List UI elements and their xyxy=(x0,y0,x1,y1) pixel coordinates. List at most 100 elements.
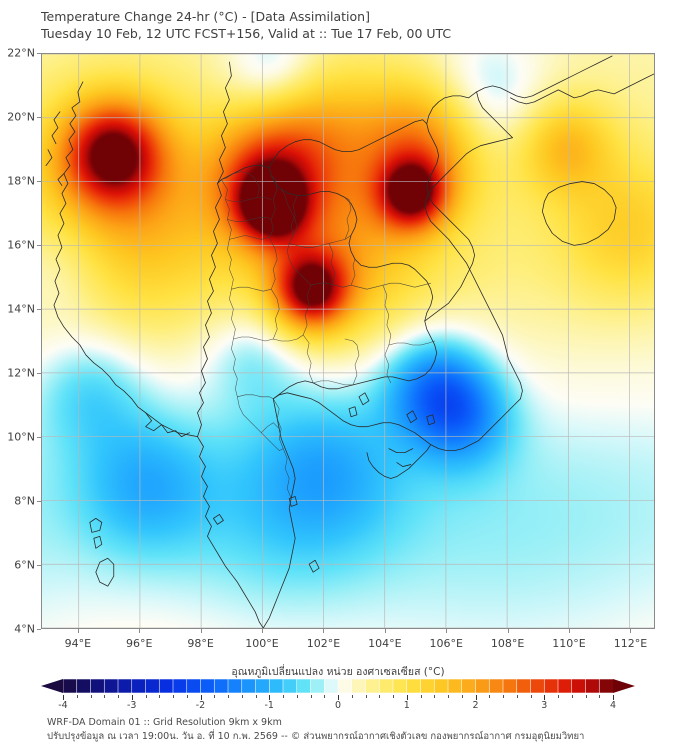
colorbar-minor-tick xyxy=(90,695,92,698)
colorbar-tick-label: 1 xyxy=(403,700,410,711)
colorbar-minor-tick xyxy=(379,695,381,698)
colorbar-major-tick xyxy=(475,695,477,700)
colorbar-major-tick xyxy=(613,695,614,700)
colorbar-major-tick xyxy=(63,695,64,700)
colorbar-tick-label: -1 xyxy=(264,700,274,711)
footer-domain-line: WRF-DA Domain 01 :: Grid Resolution 9km … xyxy=(47,717,282,728)
colorbar-minor-tick xyxy=(558,695,559,698)
y-axis-tick xyxy=(37,181,41,182)
graticule-gridlines xyxy=(42,54,654,628)
colorbar-minor-tick xyxy=(599,695,601,698)
colorbar-minor-tick xyxy=(516,695,518,698)
x-axis-tick xyxy=(262,629,264,633)
y-axis-tick-label: 10°N xyxy=(7,430,35,444)
colorbar-minor-tick xyxy=(228,695,229,698)
colorbar-minor-tick xyxy=(489,695,491,698)
y-axis-tick xyxy=(37,373,41,374)
colorbar-minor-tick xyxy=(585,695,587,698)
footer-block: WRF-DA Domain 01 :: Grid Resolution 9km … xyxy=(47,716,667,744)
footer-credit-line: ปรับปรุงข้อมูล ณ เวลา 19:00น. วัน อ. ที่… xyxy=(47,731,585,742)
colorbar-minor-tick xyxy=(310,695,312,698)
colorbar-minor-tick xyxy=(571,695,573,698)
colorbar xyxy=(41,677,635,695)
title-block: Temperature Change 24-hr (°C) - [Data As… xyxy=(41,8,641,42)
colorbar-minor-tick xyxy=(214,695,216,698)
y-axis-tick xyxy=(37,565,41,566)
y-axis: 4°N 6°N 8°N 10°N 12°N 14°N 16°N 18°N 20°N 22°N xyxy=(0,0,41,756)
y-axis-tick-label: 6°N xyxy=(14,558,35,572)
y-axis-tick-label: 20°N xyxy=(7,110,35,124)
x-axis-tick-label: 112°E xyxy=(613,637,648,650)
colorbar-minor-tick xyxy=(530,695,532,698)
y-axis-tick xyxy=(37,309,41,310)
x-axis-tick-label: 106°E xyxy=(429,637,463,650)
y-axis-tick xyxy=(37,53,41,54)
x-axis-tick xyxy=(77,629,79,633)
colorbar-minor-tick xyxy=(351,695,353,698)
colorbar-minor-tick xyxy=(324,695,326,698)
colorbar-block: อุณหภูมิเปลี่ยนแปลง หน่วย องศาเซลเซียส (… xyxy=(41,663,635,711)
temperature-field xyxy=(42,54,654,628)
x-axis-tick xyxy=(507,629,509,633)
colorbar-minor-tick xyxy=(283,695,284,698)
chart-title: Temperature Change 24-hr (°C) - [Data As… xyxy=(41,9,370,24)
y-axis-tick-label: 16°N xyxy=(7,238,35,252)
colorbar-title: อุณหภูมิเปลี่ยนแปลง หน่วย องศาเซลเซียส (… xyxy=(231,666,445,678)
colorbar-minor-tick xyxy=(76,695,78,698)
y-axis-tick xyxy=(37,629,41,630)
x-axis-tick-label: 102°E xyxy=(306,637,341,650)
colorbar-tick-label: -3 xyxy=(127,700,137,711)
x-axis-tick-label: 94°E xyxy=(64,637,92,650)
y-axis-tick-label: 22°N xyxy=(7,46,35,60)
y-axis-tick xyxy=(37,501,41,502)
x-axis-tick-label: 96°E xyxy=(126,637,153,650)
colorbar-major-tick xyxy=(131,695,133,700)
colorbar-tick-label: 3 xyxy=(541,700,548,711)
colorbar-minor-tick xyxy=(241,695,243,698)
colorbar-tick-label: 0 xyxy=(334,700,342,711)
colorbar-minor-tick xyxy=(145,695,147,698)
colorbar-major-tick xyxy=(544,695,546,700)
map-plot-area xyxy=(41,53,655,629)
x-axis-tick-label: 110°E xyxy=(552,637,586,650)
x-axis-tick xyxy=(384,629,386,633)
x-axis-tick xyxy=(200,629,202,633)
colorbar-minor-tick xyxy=(186,695,188,698)
colorbar-major-tick xyxy=(269,695,271,700)
y-axis-tick-label: 4°N xyxy=(14,622,35,636)
colorbar-minor-tick xyxy=(296,695,298,698)
x-axis-tick xyxy=(323,629,325,633)
y-axis-tick-label: 8°N xyxy=(14,494,35,508)
colorbar-minor-tick xyxy=(365,695,367,698)
x-axis: 94°E 96°E 98°E 100°E 102°E 104°E 106°E 108°E 110… xyxy=(0,629,676,659)
colorbar-minor-tick xyxy=(448,695,449,698)
y-axis-tick-label: 12°N xyxy=(7,366,35,380)
x-axis-tick-label: 104°E xyxy=(368,637,402,650)
colorbar-minor-tick xyxy=(434,695,436,698)
y-axis-tick-label: 18°N xyxy=(7,174,35,188)
x-axis-tick xyxy=(139,629,141,633)
chart-subtitle: Tuesday 10 Feb, 12 UTC FCST+156, Valid a… xyxy=(41,26,452,41)
colorbar-tick-label: 2 xyxy=(472,700,479,711)
x-axis-tick xyxy=(569,629,571,633)
colorbar-major-tick xyxy=(200,695,202,700)
coastline-and-border-overlay xyxy=(45,55,654,628)
colorbar-minor-tick xyxy=(159,695,161,698)
x-axis-tick-label: 100°E xyxy=(245,637,279,650)
colorbar-ticks: -4 -3 -2 -1 0 1 2 3 4 xyxy=(41,695,635,711)
y-axis-tick xyxy=(37,117,41,118)
colorbar-minor-tick xyxy=(118,695,119,698)
colorbar-minor-tick xyxy=(503,695,504,698)
y-axis-tick xyxy=(37,437,41,438)
colorbar-tick-label: -4 xyxy=(58,700,68,711)
colorbar-minor-tick xyxy=(173,695,174,698)
colorbar-tick-label: -2 xyxy=(195,700,206,711)
temperature-field-canvas xyxy=(42,54,654,628)
colorbar-minor-tick xyxy=(255,695,257,698)
colorbar-minor-tick xyxy=(420,695,422,698)
x-axis-tick xyxy=(630,629,632,633)
x-axis-tick xyxy=(446,629,448,633)
colorbar-major-tick xyxy=(338,695,339,700)
x-axis-tick-label: 108°E xyxy=(490,637,525,650)
y-axis-tick xyxy=(37,245,41,246)
